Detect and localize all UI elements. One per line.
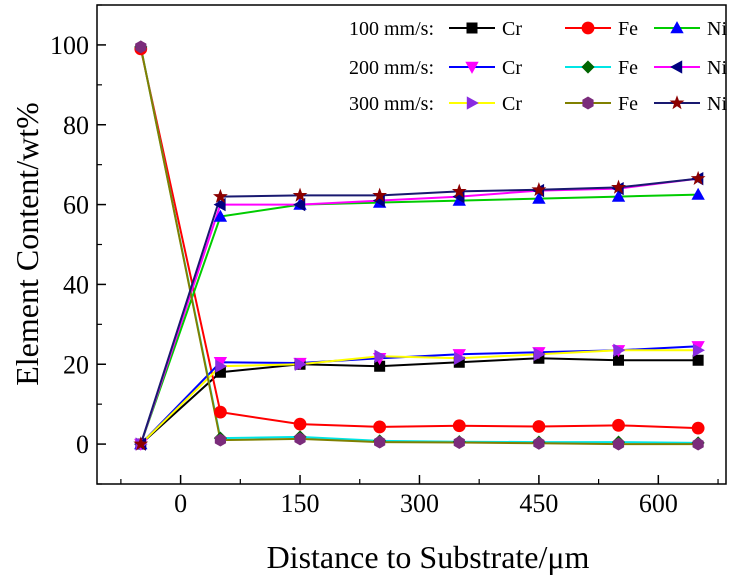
y-tick-label: 0 <box>76 430 89 459</box>
legend-marker-300-mm-s-fe <box>582 96 594 110</box>
data-point-100-mm-s-ni <box>611 189 626 202</box>
data-point-300-mm-s-fe <box>374 435 386 449</box>
legend-label-100-mm-s-ni: Ni <box>707 18 727 40</box>
data-point-300-mm-s-cr <box>215 359 228 373</box>
y-axis-ticks: 0 20 40 60 80 100 <box>50 4 106 485</box>
data-point-100-mm-s-ni <box>691 187 705 200</box>
series-300-mm-s-fe <box>139 46 699 446</box>
data-point-100-mm-s-fe <box>691 421 705 435</box>
legend-label-300-mm-s-ni: Ni <box>707 93 727 115</box>
data-point-300-mm-s-cr <box>454 351 467 365</box>
series-markers-300-mm-s-fe <box>135 40 704 451</box>
y-tick-label: 60 <box>63 191 89 220</box>
y-tick-label: 100 <box>50 31 89 60</box>
data-point-100-mm-s-fe <box>612 418 625 432</box>
data-point-300-mm-s-ni <box>372 187 388 202</box>
data-point-300-mm-s-ni <box>133 436 149 451</box>
legend-label-300-mm-s-cr: Cr <box>502 93 522 115</box>
legend-group-label: 100 mm/s: <box>349 18 434 40</box>
legend-label-100-mm-s-cr: Cr <box>502 18 522 40</box>
series-100-mm-s-ni <box>139 193 699 445</box>
legend-marker-100-mm-s-cr <box>466 22 478 34</box>
x-tick-label: 600 <box>639 489 678 518</box>
data-point-300-mm-s-cr <box>533 347 546 361</box>
data-point-300-mm-s-cr <box>692 343 705 357</box>
legend-group-label: 200 mm/s: <box>349 57 434 79</box>
data-point-200-mm-s-ni <box>213 197 226 212</box>
data-point-300-mm-s-fe <box>533 436 545 450</box>
x-tick-label: 450 <box>519 489 558 518</box>
data-point-300-mm-s-ni <box>451 183 467 198</box>
legend-label-200-mm-s-fe: Fe <box>618 57 638 79</box>
legend-label-200-mm-s-ni: Ni <box>707 57 727 79</box>
legend-group-label: 300 mm/s: <box>349 93 434 115</box>
data-point-300-mm-s-cr <box>294 357 307 371</box>
data-point-100-mm-s-ni <box>532 191 546 204</box>
data-point-300-mm-s-cr <box>613 343 626 357</box>
x-tick-label: 0 <box>174 489 187 518</box>
data-point-200-mm-s-ni <box>293 197 306 212</box>
data-point-300-mm-s-ni <box>690 170 706 185</box>
legend-marker-100-mm-s-fe <box>581 21 595 35</box>
data-point-300-mm-s-fe <box>453 436 465 449</box>
data-point-300-mm-s-fe <box>294 432 306 446</box>
series-200-mm-s-ni <box>139 177 699 445</box>
data-point-300-mm-s-cr <box>374 349 387 363</box>
x-tick-label: 150 <box>281 489 320 518</box>
series-300-mm-s-ni <box>139 177 699 445</box>
data-point-100-mm-s-fe <box>532 420 546 433</box>
data-point-300-mm-s-fe <box>135 40 147 54</box>
y-tick-label: 20 <box>63 350 89 379</box>
series-line-300-mm-s-cr <box>140 349 699 445</box>
data-point-300-mm-s-fe <box>692 437 704 451</box>
data-point-300-mm-s-ni <box>531 182 547 197</box>
x-axis-ticks: 0 150 300 450 600 <box>120 475 719 518</box>
x-axis-title: Distance to Substrate/μm <box>267 539 590 575</box>
y-tick-label: 80 <box>63 111 89 140</box>
series-line-100-mm-s-fe <box>139 48 699 430</box>
legend-marker-100-mm-s-ni <box>670 21 684 34</box>
legend-label-100-mm-s-fe: Fe <box>618 18 638 40</box>
series-markers-300-mm-s-ni <box>133 170 706 451</box>
legend: 100 mm/s: Cr Fe Ni 200 mm/s: Cr Fe Ni 300 mm/s: C… <box>349 18 727 115</box>
series-line-300-mm-s-fe <box>139 46 699 446</box>
series-line-100-mm-s-ni <box>139 193 699 445</box>
legend-marker-300-mm-s-ni <box>669 95 685 110</box>
series-line-200-mm-s-ni <box>139 177 699 445</box>
series-100-mm-s-fe <box>139 48 699 430</box>
data-point-100-mm-s-fe <box>214 405 227 419</box>
legend-label-200-mm-s-cr: Cr <box>502 57 522 79</box>
legend-label-300-mm-s-fe: Fe <box>618 93 638 115</box>
data-point-300-mm-s-ni <box>611 179 626 194</box>
data-point-300-mm-s-fe <box>612 437 625 451</box>
y-axis-title: Element Content/wt% <box>9 102 45 386</box>
data-point-100-mm-s-ni <box>213 209 228 222</box>
legend-marker-300-mm-s-cr <box>466 96 479 110</box>
data-point-300-mm-s-fe <box>214 433 227 447</box>
data-point-100-mm-s-fe <box>373 420 387 434</box>
data-point-100-mm-s-fe <box>452 419 466 433</box>
data-point-100-mm-s-cr <box>692 354 704 366</box>
series-line-300-mm-s-ni <box>139 177 699 445</box>
x-tick-label: 300 <box>400 489 439 518</box>
data-point-300-mm-s-ni <box>292 187 308 202</box>
y-tick-label: 40 <box>63 270 89 299</box>
legend-marker-200-mm-s-fe <box>581 60 595 74</box>
series-100-mm-s-cr <box>140 357 699 445</box>
data-point-100-mm-s-fe <box>293 417 307 431</box>
series-300-mm-s-cr <box>140 349 699 445</box>
data-point-300-mm-s-ni <box>213 188 228 203</box>
series-group <box>133 40 706 451</box>
legend-marker-200-mm-s-cr <box>465 61 479 74</box>
series-line-100-mm-s-cr <box>140 357 699 445</box>
legend-marker-200-mm-s-ni <box>670 60 683 74</box>
